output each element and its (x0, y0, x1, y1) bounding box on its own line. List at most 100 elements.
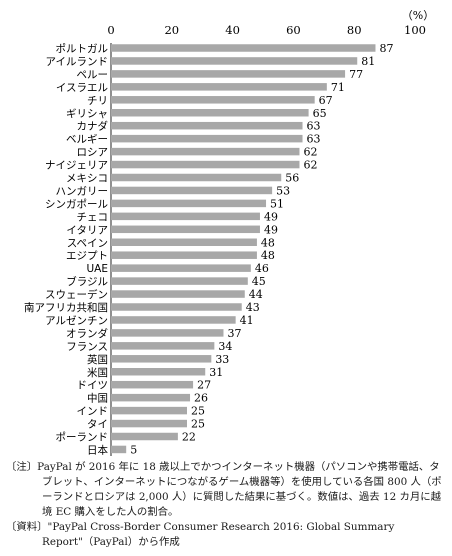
x-tick-label-0: 0 (107, 23, 114, 37)
x-axis: 0 20 40 60 80 100 (107, 23, 426, 37)
category-label: スペイン (67, 237, 108, 249)
bar (111, 173, 282, 182)
bar (111, 121, 303, 130)
x-tick-label-40: 40 (225, 23, 240, 37)
bar (111, 44, 376, 52)
x-tick-label-100: 100 (404, 23, 426, 37)
category-label: タイ (87, 419, 108, 431)
bar-chart: （%） 0 20 40 60 80 100 ポルトガルアイルランドペルーイスラエルチリギリ… (24, 9, 434, 456)
value-label: 62 (303, 159, 317, 172)
bar (111, 186, 273, 195)
bar (111, 251, 257, 259)
category-labels: ポルトガルアイルランドペルーイスラエルチリギリシャカナダベルギーロシアナイジェリ… (24, 43, 108, 456)
value-labels: 8781777167656363626256535149494848464544… (130, 42, 393, 456)
bar (111, 109, 309, 117)
category-label: シンガポール (45, 198, 108, 210)
value-label: 67 (319, 94, 333, 107)
value-label: 44 (249, 288, 263, 301)
value-label: 37 (227, 327, 241, 340)
bar (111, 212, 260, 221)
value-label: 31 (209, 366, 223, 379)
category-label: ハンガリー (56, 185, 109, 197)
category-label: スウェーデン (45, 288, 108, 301)
category-label: ペルー (77, 69, 109, 81)
bar (111, 277, 248, 285)
bar (111, 147, 300, 156)
bar (111, 393, 191, 402)
value-label: 45 (252, 275, 266, 288)
value-label: 33 (215, 353, 229, 366)
bar (111, 96, 315, 104)
category-label: ギリシャ (66, 108, 108, 120)
value-label: 62 (303, 146, 317, 159)
value-label: 25 (191, 405, 205, 418)
bar (111, 70, 346, 78)
value-label: 71 (331, 81, 345, 94)
value-label: 65 (313, 107, 327, 120)
unit-label: （%） (402, 9, 434, 22)
bar (111, 329, 224, 337)
bar (111, 419, 187, 428)
category-label: チェコ (77, 211, 109, 223)
category-label: イタリア (66, 224, 108, 236)
category-label: UAE (86, 263, 108, 275)
value-label: 56 (285, 172, 299, 185)
value-label: 53 (276, 184, 290, 197)
category-label: ブラジル (66, 275, 108, 288)
value-label: 51 (270, 197, 284, 210)
bar (111, 406, 187, 415)
x-tick-label-80: 80 (347, 23, 362, 37)
category-label: ポルトガル (56, 43, 109, 55)
bar (111, 303, 242, 311)
bar (111, 225, 260, 234)
value-label: 63 (307, 120, 321, 133)
x-tick-label-60: 60 (286, 23, 301, 37)
bar (111, 290, 245, 298)
bar (111, 316, 236, 324)
category-label: ドイツ (77, 380, 109, 392)
category-label: 中国 (87, 392, 108, 405)
value-label: 26 (194, 392, 208, 405)
bar (111, 83, 327, 91)
value-label: 77 (349, 68, 363, 81)
note-text: 〔注〕PayPal が 2016 年に 18 歳以上でかつインターネット機器（パ… (6, 461, 442, 518)
value-label: 87 (379, 42, 393, 55)
category-label: ナイジェリア (45, 160, 108, 172)
value-label: 48 (261, 236, 275, 249)
category-label: チリ (87, 95, 108, 107)
category-label: メキシコ (66, 173, 108, 185)
source-text: 〔資料〕"PayPal Cross-Border Consumer Resear… (6, 521, 395, 548)
category-label: オランダ (66, 327, 108, 340)
bar (111, 432, 178, 441)
category-label: 米国 (87, 366, 108, 379)
value-label: 63 (307, 133, 321, 146)
category-label: フランス (66, 341, 108, 353)
bar (111, 355, 212, 363)
bar (111, 199, 267, 208)
bar (111, 342, 215, 350)
category-label: ベルギー (66, 134, 108, 146)
bar (111, 264, 251, 272)
bar (111, 57, 358, 65)
category-label: ロシア (77, 147, 109, 159)
x-tick-label-20: 20 (164, 23, 179, 37)
category-label: アルゼンチン (45, 315, 108, 327)
category-label: インド (77, 406, 109, 418)
value-label: 46 (255, 262, 269, 275)
category-label: 日本 (87, 443, 108, 456)
bars (111, 44, 376, 454)
bar (111, 445, 127, 454)
value-label: 25 (191, 418, 205, 431)
category-label: エジプト (66, 250, 108, 262)
value-label: 49 (264, 210, 278, 223)
bar (111, 368, 206, 376)
bar (111, 160, 300, 169)
value-label: 41 (240, 314, 254, 327)
category-label: ポーランド (56, 432, 109, 444)
category-label: カナダ (77, 120, 109, 133)
value-label: 49 (264, 223, 278, 236)
bar (111, 134, 303, 143)
category-label: 南アフリカ共和国 (24, 301, 108, 314)
value-label: 27 (197, 379, 211, 392)
value-label: 34 (218, 340, 232, 353)
